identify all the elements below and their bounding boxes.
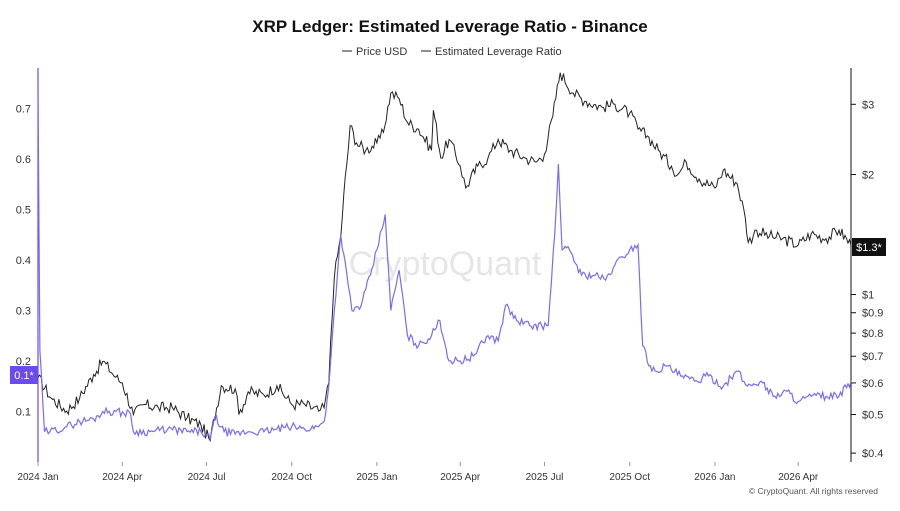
chart-title: XRP Ledger: Estimated Leverage Ratio - B… xyxy=(252,17,648,36)
y-left-tick-label: 0.2 xyxy=(16,356,31,368)
y-left-tick-label: 0.4 xyxy=(16,255,31,267)
y-left-tick-label: 0.3 xyxy=(16,305,31,317)
y-right-tick-label: $0.4 xyxy=(862,448,883,460)
left-current-badge-label: 0.1* xyxy=(14,370,34,382)
y-left-tick-label: 0.1 xyxy=(16,406,31,418)
y-left-tick-label: 0.5 xyxy=(16,204,31,216)
x-tick-label: 2026 Jan xyxy=(694,472,735,483)
price-usd-line[interactable] xyxy=(37,72,852,443)
y-right-tick-label: $3 xyxy=(862,99,874,111)
y-left-ticks: 0.1 0.2 0.3 0.4 0.5 0.6 0.7 xyxy=(16,103,31,418)
y-right-tick-label: $0.5 xyxy=(862,409,883,421)
watermark: CryptoQuant xyxy=(349,245,542,283)
y-right-tick-label: $2 xyxy=(862,169,874,181)
x-tick-label: 2024 Oct xyxy=(271,472,312,483)
y-right-tick-label: $1 xyxy=(862,289,874,301)
left-current-badge-bg xyxy=(10,366,38,384)
y-right-tick-label: $0.8 xyxy=(862,328,883,340)
copyright: © CryptoQuant. All rights reserved xyxy=(749,486,878,496)
x-tick-label: 2025 Apr xyxy=(440,472,481,483)
x-tick-label: 2026 Apr xyxy=(778,472,819,483)
y-left-tick-label: 0.7 xyxy=(16,103,31,115)
x-tick-label: 2024 Jan xyxy=(17,472,58,483)
y-right-ticks: $0.4 $0.5 $0.6 $0.7 $0.8 $0.9 $1 $2 $3 xyxy=(851,99,883,460)
legend-leverage-label[interactable]: Estimated Leverage Ratio xyxy=(435,46,562,58)
y-right-tick-label: $0.7 xyxy=(862,351,883,363)
right-current-badge-bg xyxy=(852,238,886,256)
leverage-ratio-line[interactable] xyxy=(37,83,852,440)
x-tick-label: 2025 Oct xyxy=(609,472,650,483)
right-current-badge: $1.3* xyxy=(852,238,886,256)
left-current-badge: 0.1* xyxy=(10,366,38,384)
y-right-tick-label: $0.6 xyxy=(862,378,883,390)
y-right-tick-label: $0.9 xyxy=(862,308,883,320)
x-tick-label: 2025 Jul xyxy=(526,472,564,483)
right-current-badge-label: $1.3* xyxy=(856,242,882,254)
x-tick-label: 2024 Jul xyxy=(188,472,226,483)
legend-price-label[interactable]: Price USD xyxy=(356,46,407,58)
x-tick-label: 2025 Jan xyxy=(356,472,397,483)
y-left-tick-label: 0.6 xyxy=(16,154,31,166)
x-ticks: 2024 Jan 2024 Apr 2024 Jul 2024 Oct 2025 Jan… xyxy=(17,462,819,483)
x-tick-label: 2024 Apr xyxy=(102,472,143,483)
legend: Price USD Estimated Leverage Ratio xyxy=(342,46,562,58)
